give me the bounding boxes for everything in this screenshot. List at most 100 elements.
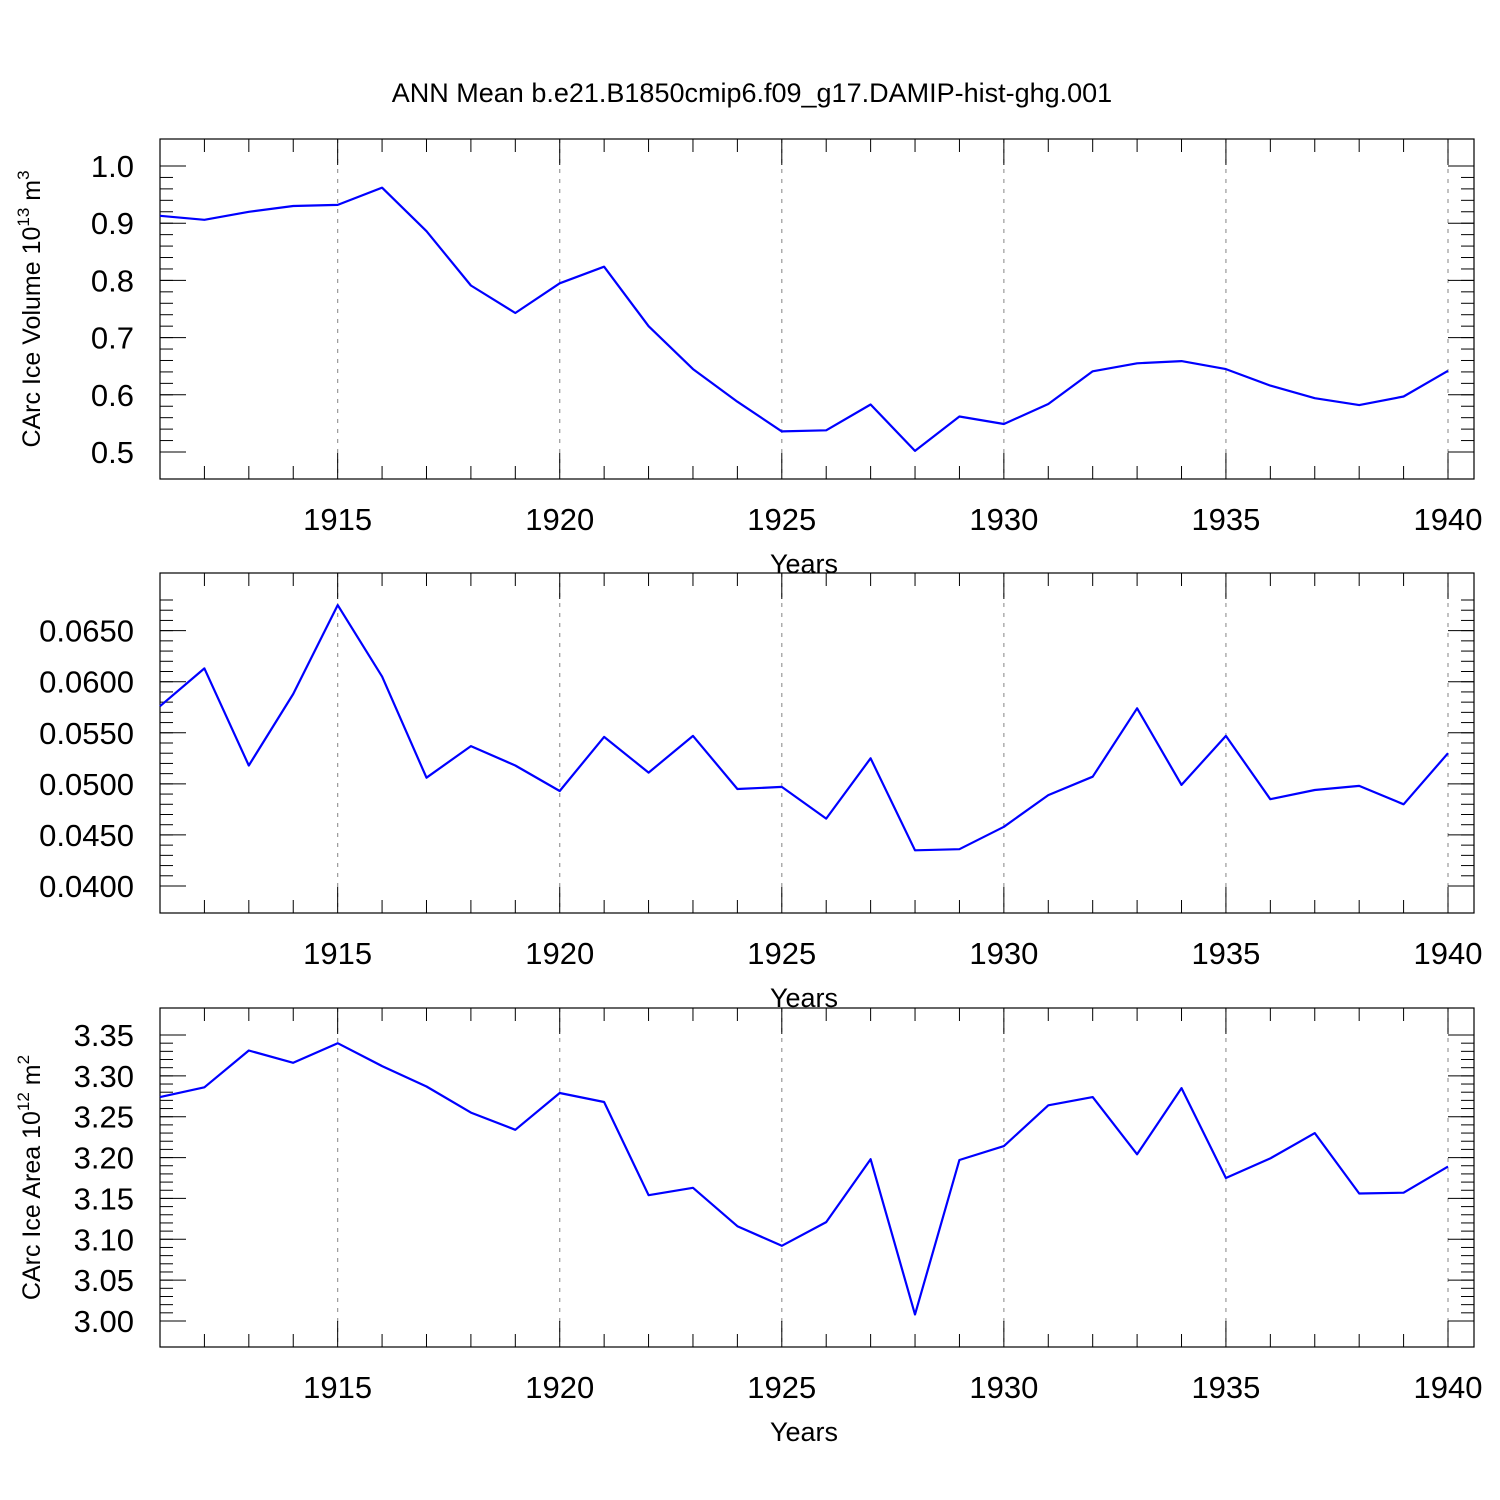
data-point (913, 1312, 917, 1316)
data-point (558, 1091, 562, 1095)
data-point (202, 666, 206, 670)
data-point (1002, 1144, 1006, 1148)
data-point (158, 1095, 162, 1099)
data-point (1446, 751, 1450, 755)
y-tick-label: 3.35 (74, 1018, 134, 1053)
data-point (824, 817, 828, 821)
data-point (780, 429, 784, 433)
data-point (1402, 802, 1406, 806)
data-point (691, 367, 695, 371)
y-tick-label: 3.30 (74, 1059, 134, 1094)
data-point (336, 203, 340, 207)
data-point (1446, 369, 1450, 373)
y-axis-label-superscript: 2 (14, 1055, 33, 1064)
data-point (1046, 402, 1050, 406)
x-tick-label: 1925 (747, 936, 816, 971)
y-tick-label: 3.25 (74, 1100, 134, 1135)
data-point (691, 734, 695, 738)
x-tick-label: 1935 (1191, 502, 1260, 537)
data-point (780, 785, 784, 789)
data-point (513, 1128, 517, 1132)
data-point (469, 744, 473, 748)
data-point (1135, 1152, 1139, 1156)
data-point (1046, 793, 1050, 797)
data-point (735, 1224, 739, 1228)
plot-frame (159, 572, 1475, 914)
y-tick-label: 0.0550 (39, 716, 134, 751)
data-point (1091, 1095, 1095, 1099)
series-line (159, 604, 1449, 852)
data-point (780, 1244, 784, 1248)
data-point (1313, 788, 1317, 792)
y-tick-label: 0.0650 (39, 614, 134, 649)
data-point (602, 1100, 606, 1104)
data-point (469, 284, 473, 288)
data-point (1091, 775, 1095, 779)
y-axis-label-part: CArc Ice Area 10 (18, 1111, 46, 1300)
data-point (513, 763, 517, 767)
data-point (735, 787, 739, 791)
x-tick-label: 1930 (969, 1370, 1038, 1405)
data-point (380, 186, 384, 190)
data-point (691, 1186, 695, 1190)
data-point (291, 204, 295, 208)
x-tick-label: 1935 (1191, 1370, 1260, 1405)
data-point (1357, 1192, 1361, 1196)
data-point (380, 675, 384, 679)
data-point (735, 400, 739, 404)
y-tick-label: 3.00 (74, 1304, 134, 1339)
data-point (158, 704, 162, 708)
x-tick-label: 1925 (747, 1370, 816, 1405)
data-point (1446, 1165, 1450, 1169)
data-point (1180, 1086, 1184, 1090)
data-point (913, 449, 917, 453)
data-point (824, 1220, 828, 1224)
data-point (291, 1061, 295, 1065)
data-point (1135, 361, 1139, 365)
x-tick-label: 1940 (1414, 1370, 1483, 1405)
data-point (647, 771, 651, 775)
data-point (1224, 1176, 1228, 1180)
data-point (1224, 367, 1228, 371)
data-point (469, 1111, 473, 1115)
x-tick-label: 1940 (1414, 936, 1483, 971)
y-axis-label-part: CArc Ice Volume 10 (18, 227, 46, 448)
data-point (957, 847, 961, 851)
data-point (957, 415, 961, 419)
y-axis-label-superscript: 13 (14, 208, 33, 227)
data-point (424, 1084, 428, 1088)
data-point (1002, 422, 1006, 426)
y-tick-label: 0.0600 (39, 665, 134, 700)
data-point (513, 311, 517, 315)
data-point (1224, 734, 1228, 738)
y-tick-label: 3.15 (74, 1181, 134, 1216)
data-point (647, 324, 651, 328)
x-tick-label: 1920 (525, 1370, 594, 1405)
y-axis-label-superscript: 12 (14, 1092, 33, 1111)
x-tick-label: 1935 (1191, 936, 1260, 971)
data-point (158, 214, 162, 218)
data-point (291, 692, 295, 696)
data-point (647, 1193, 651, 1197)
data-point (1135, 706, 1139, 710)
data-point (247, 763, 251, 767)
x-tick-label: 1930 (969, 502, 1038, 537)
y-tick-label: 0.0500 (39, 767, 134, 802)
y-tick-label: 0.8 (91, 263, 134, 298)
series-line (159, 186, 1449, 452)
y-axis-label-part: m (18, 1064, 46, 1092)
series-line (159, 1042, 1449, 1316)
ice-area-panel: 3.00 3.05 3.10 3.15 3.20 3.25 3.30 3.35 1915 1920… (14, 1007, 1483, 1447)
data-point (1180, 783, 1184, 787)
second-series-panel: 0.0400 0.0450 0.0500 0.0550 0.0600 0.0650 1915… (39, 572, 1483, 1013)
x-axis-label: Years (770, 1417, 838, 1447)
x-tick-label: 1930 (969, 936, 1038, 971)
data-point (1313, 396, 1317, 400)
x-tick-label: 1940 (1414, 502, 1483, 537)
x-tick-label: 1920 (525, 936, 594, 971)
y-tick-label: 3.10 (74, 1222, 134, 1257)
data-point (1357, 403, 1361, 407)
plot-frame (159, 138, 1475, 480)
y-tick-label: 0.0400 (39, 869, 134, 904)
data-point (824, 428, 828, 432)
